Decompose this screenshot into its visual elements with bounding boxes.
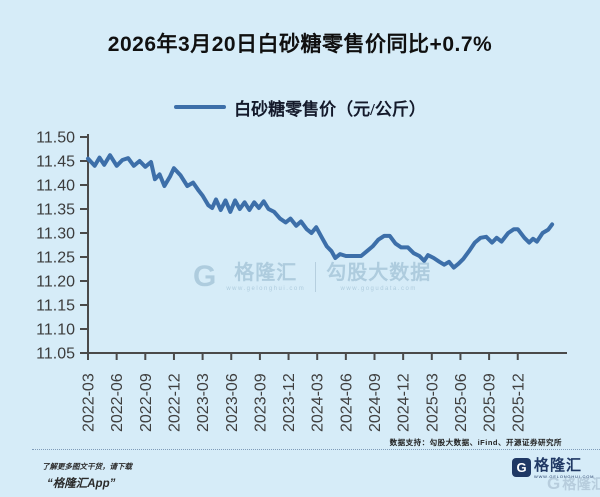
y-axis-tick-label: 11.15 (36, 298, 75, 315)
x-axis-tick-label: 2025-09 (482, 373, 499, 432)
y-axis-tick-label: 11.05 (36, 346, 75, 363)
gelonghui-g-badge-icon: G (512, 458, 531, 477)
y-axis-tick-label: 11.35 (36, 202, 75, 219)
y-axis-tick-label: 11.25 (36, 250, 75, 267)
y-axis-tick-label: 11.10 (36, 322, 75, 339)
x-axis-tick-label: 2025-06 (453, 373, 470, 432)
gelonghui-footer-logo: G 格隆汇 WWW.GELONGHUI.COM (512, 458, 594, 479)
y-axis-tick-label: 11.40 (36, 178, 75, 195)
data-source-note: 数据支持：勾股大数据、iFind、开源证券研究所 (389, 438, 562, 447)
x-axis-tick-label: 2024-09 (367, 373, 384, 432)
footer-brand-name: 格隆汇 (534, 457, 583, 474)
x-axis-tick-label: 2022-09 (138, 373, 155, 432)
footer-brand-url: WWW.GELONGHUI.COM (534, 474, 595, 479)
x-axis-tick-label: 2024-03 (310, 373, 327, 432)
x-axis-tick-label: 2023-06 (224, 373, 241, 432)
x-axis-tick-label: 2025-03 (424, 373, 441, 432)
x-axis-tick-label: 2022-12 (166, 373, 183, 432)
x-axis-tick-label: 2022-03 (81, 373, 98, 432)
app-promo: 了解更多图文干货，请下载 “格隆汇App” (42, 461, 132, 491)
y-axis-tick-label: 11.30 (36, 226, 75, 243)
page-title: 2026年3月20日白砂糖零售价同比+0.7% (107, 33, 493, 56)
x-axis-tick-label: 2025-12 (510, 373, 527, 432)
x-axis-tick-label: 2024-06 (338, 373, 355, 432)
x-axis-tick-label: 2023-03 (195, 373, 212, 432)
x-axis-tick-label: 2024-12 (396, 373, 413, 432)
y-axis-tick-label: 11.20 (36, 274, 75, 291)
legend-label: 白砂糖零售价（元/公斤） (234, 99, 426, 119)
axes: 11.50 11.45 11.40 11.35 11.30 11.25 11.20 11.15… (36, 130, 567, 432)
x-axis-tick-label: 2023-09 (252, 373, 269, 432)
app-promo-line1: 了解更多图文干货，请下载 (42, 462, 132, 471)
footer-divider (32, 449, 600, 450)
y-axis-tick-label: 11.45 (36, 154, 75, 171)
y-axis-tick-label: 11.50 (36, 130, 75, 147)
chart-legend: 白砂糖零售价（元/公斤） (0, 96, 600, 119)
x-axis-tick-label: 2023-12 (281, 373, 298, 432)
x-axis-tick-label: 2022-06 (109, 373, 126, 432)
price-line (86, 153, 555, 270)
legend-line-swatch-icon (174, 105, 227, 109)
app-promo-line2: “格隆汇App” (47, 478, 116, 490)
